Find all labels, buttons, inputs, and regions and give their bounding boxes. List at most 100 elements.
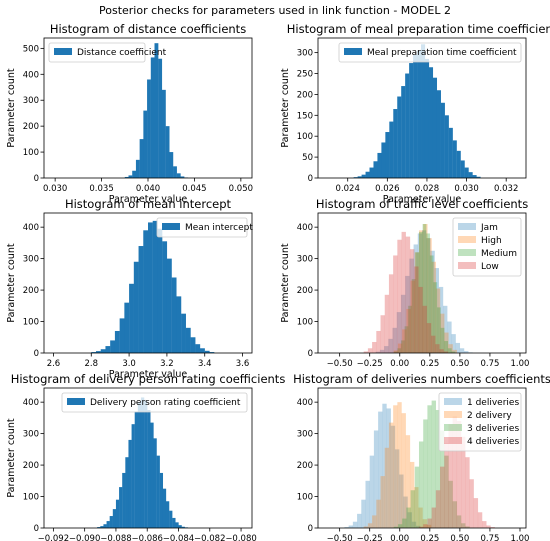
- bar: [400, 340, 405, 353]
- bar: [147, 410, 151, 528]
- bar: [448, 127, 453, 178]
- bar: [456, 515, 462, 528]
- x-tick-label: −0.25: [357, 534, 383, 541]
- bar: [436, 90, 441, 178]
- x-tick-label: −0.50: [327, 534, 353, 541]
- bar: [178, 525, 182, 528]
- bar: [373, 430, 379, 528]
- chart-title: Histogram of traffic level coefficients: [316, 197, 528, 211]
- y-tick-label: 300: [297, 430, 313, 440]
- y-tick-label: 400: [23, 70, 39, 80]
- legend-label: Jam: [480, 223, 498, 233]
- chart-title: Histogram of distance coefficients: [50, 22, 246, 36]
- series-1: [124, 43, 189, 178]
- bar: [464, 351, 469, 353]
- legend: Delivery person rating coefficient: [61, 392, 248, 413]
- bar: [367, 348, 373, 353]
- x-tick-label: −0.090: [69, 534, 100, 541]
- bar: [397, 524, 403, 528]
- bar: [139, 139, 144, 178]
- chart-title: Histogram of mean intercept: [65, 197, 232, 211]
- figure-suptitle: Posterior checks for parameters used in …: [99, 4, 451, 17]
- legend: Mean intercept: [156, 217, 253, 238]
- bar: [414, 266, 419, 353]
- y-tick-label: 300: [297, 49, 313, 59]
- bar: [432, 77, 438, 178]
- legend-swatch: [444, 398, 462, 405]
- bar: [422, 230, 427, 353]
- y-tick-label: 500: [23, 44, 39, 54]
- chart-panels: 0.030 0.035 0.040 0.045 0.050 0 100 200 300 400 50…: [6, 22, 550, 541]
- bar: [427, 518, 432, 528]
- bar: [401, 86, 406, 178]
- x-tick-label: −0.084: [163, 534, 194, 541]
- bar: [440, 466, 445, 528]
- bar: [124, 302, 130, 353]
- x-tick-label: 3.6: [236, 359, 250, 369]
- bar: [138, 246, 144, 353]
- legend-label: 2 delivery: [467, 411, 512, 421]
- bar: [373, 161, 378, 178]
- bar: [409, 258, 414, 353]
- bar: [382, 403, 387, 528]
- bar: [204, 350, 210, 353]
- bar: [418, 286, 423, 353]
- bar: [176, 173, 181, 178]
- bar: [435, 344, 440, 353]
- legend-box: [48, 42, 146, 63]
- bar: [472, 175, 477, 178]
- x-tick-label: 0.25: [420, 534, 439, 541]
- legend: Jam High Medium Low: [452, 217, 522, 277]
- y-tick-label: 0: [34, 349, 39, 359]
- bar: [148, 222, 153, 353]
- bar: [385, 132, 390, 178]
- bar: [195, 344, 201, 353]
- y-tick-label: 200: [23, 461, 39, 471]
- bar: [440, 313, 445, 353]
- y-tick-label: 300: [297, 255, 313, 265]
- bar: [125, 457, 129, 528]
- chart-panel-4: −0.50 −0.25 0.00 0.25 0.50 0.75 1.00 0 100 200 300…: [280, 197, 529, 369]
- bar: [185, 327, 191, 353]
- bar: [444, 115, 449, 178]
- x-tick-label: 2.6: [47, 359, 61, 369]
- bar: [435, 288, 441, 353]
- y-tick-label: 200: [297, 286, 313, 296]
- bar: [137, 402, 142, 528]
- bar: [443, 351, 448, 353]
- bar: [452, 416, 458, 528]
- bar: [380, 315, 385, 353]
- bar: [388, 274, 394, 353]
- bar: [369, 167, 374, 178]
- x-tick-label: 0.75: [480, 534, 499, 541]
- bar: [393, 351, 398, 353]
- bar: [200, 348, 205, 353]
- bar: [414, 252, 420, 353]
- bar: [417, 50, 422, 178]
- x-tick-label: 0.00: [390, 534, 409, 541]
- bar: [448, 480, 453, 528]
- bar: [394, 449, 400, 528]
- bar: [169, 510, 173, 528]
- legend-swatch: [444, 424, 462, 431]
- bar: [157, 228, 163, 353]
- bar: [405, 236, 411, 353]
- y-tick-label: 100: [297, 132, 313, 142]
- bar: [433, 282, 438, 353]
- bar: [428, 67, 434, 178]
- y-axis-label: Parameter count: [280, 243, 291, 323]
- bar: [378, 411, 383, 528]
- bar: [119, 487, 123, 528]
- legend-box: [438, 392, 522, 452]
- chart-panel-5: −0.092 −0.090 −0.088 −0.086 −0.084 −0.082 −0.0…: [6, 372, 285, 541]
- bar: [372, 515, 377, 528]
- bar: [393, 350, 399, 353]
- bar: [131, 424, 135, 528]
- bar: [169, 152, 174, 178]
- bar: [438, 286, 444, 353]
- y-axis-label: Parameter count: [6, 243, 17, 323]
- x-tick-label: 0.25: [420, 359, 439, 369]
- bar: [443, 305, 448, 353]
- bar: [181, 313, 186, 353]
- bar: [165, 501, 170, 528]
